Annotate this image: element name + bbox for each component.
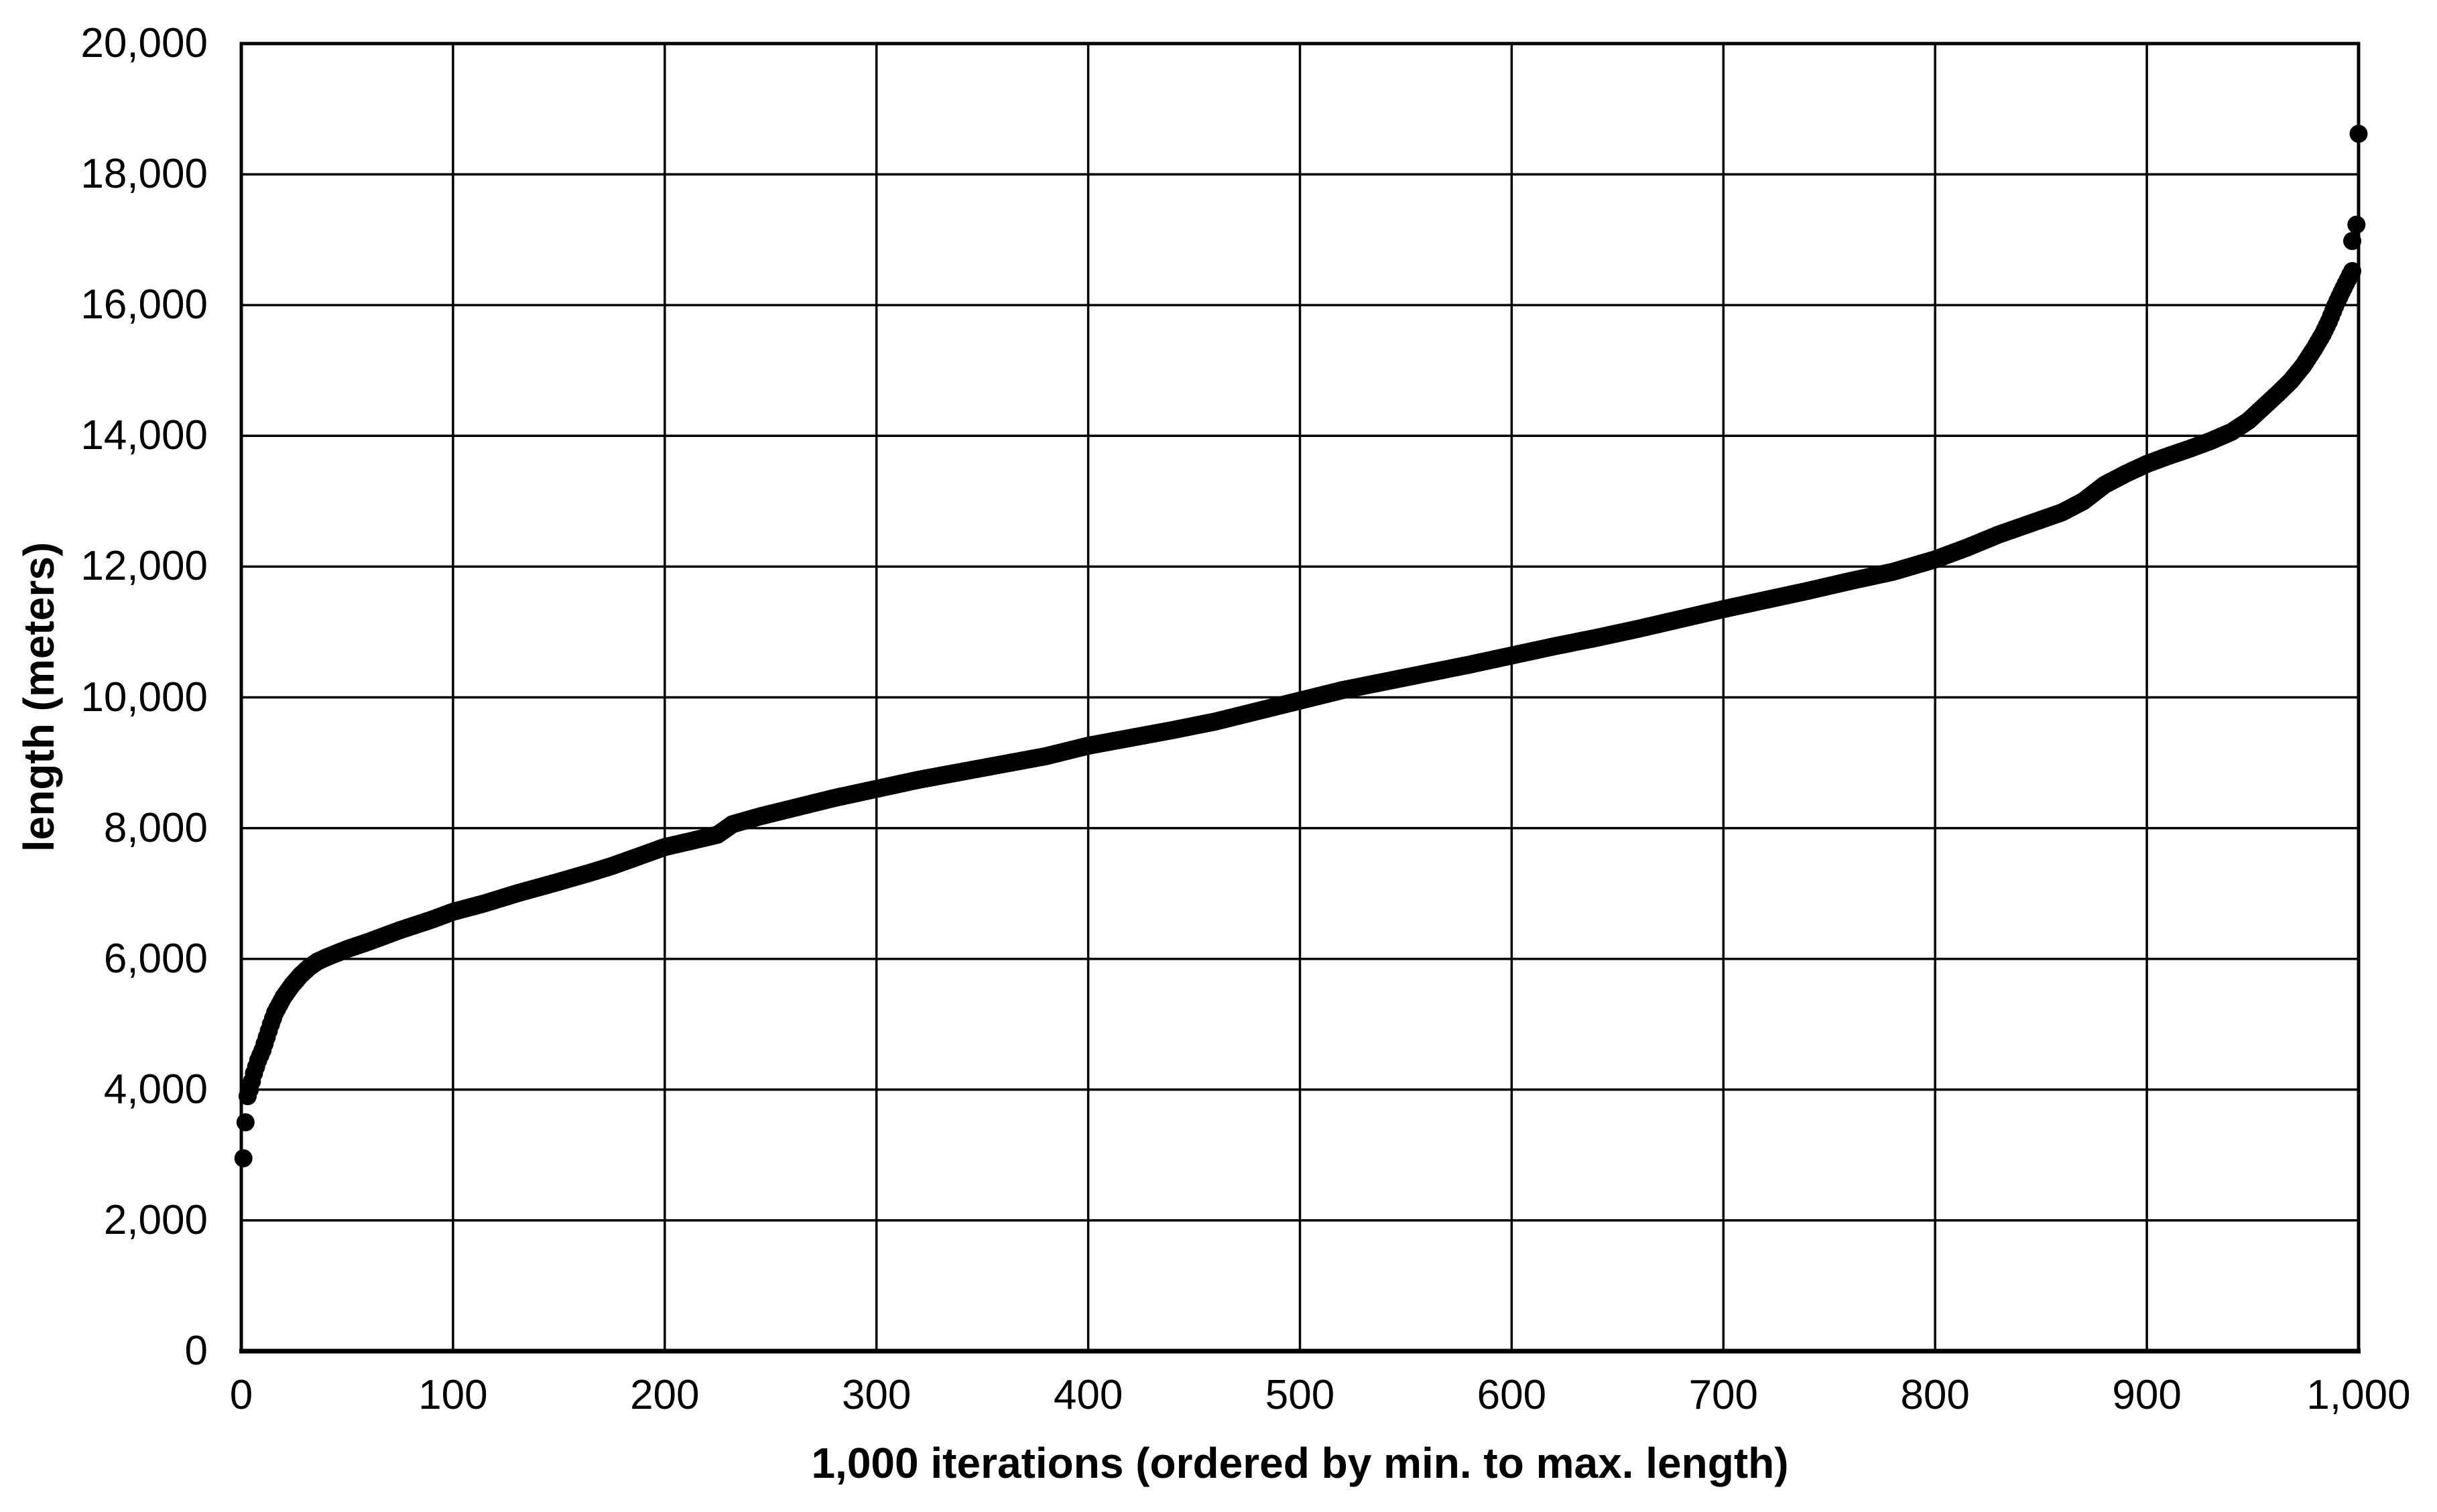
y-tick-label: 0: [184, 1328, 208, 1374]
y-tick-label: 12,000: [80, 543, 208, 590]
x-tick-label: 700: [1688, 1372, 1759, 1418]
x-tick-label: 200: [630, 1372, 700, 1418]
y-tick-label: 10,000: [80, 674, 208, 720]
y-axis-title: length (meters): [15, 542, 63, 853]
data-point-outlier: [2343, 232, 2362, 251]
x-tick-label: 0: [229, 1372, 253, 1418]
data-point-outlier: [2347, 215, 2366, 234]
y-tick-label: 16,000: [80, 281, 208, 328]
y-tick-label: 18,000: [80, 151, 208, 198]
x-tick-label: 600: [1477, 1372, 1547, 1418]
data-point: [236, 1113, 255, 1132]
data-point: [2343, 261, 2362, 280]
x-tick-label: 1,000: [2306, 1372, 2411, 1418]
x-tick-label: 800: [1900, 1372, 1970, 1418]
y-tick-label: 20,000: [80, 20, 208, 66]
x-tick-label: 500: [1265, 1372, 1335, 1418]
y-tick-label: 6,000: [103, 935, 208, 982]
y-tick-label: 4,000: [103, 1066, 208, 1113]
x-tick-label: 900: [2112, 1372, 2182, 1418]
data-point: [234, 1149, 253, 1168]
y-tick-label: 14,000: [80, 412, 208, 459]
y-tick-label: 2,000: [103, 1196, 208, 1243]
x-axis-title: 1,000 iterations (ordered by min. to max…: [811, 1439, 1789, 1487]
x-tick-label: 400: [1053, 1372, 1123, 1418]
data-point-outlier: [2349, 125, 2368, 143]
x-tick-label: 300: [841, 1372, 912, 1418]
x-tick-label: 100: [418, 1372, 488, 1418]
y-tick-label: 8,000: [103, 804, 208, 851]
